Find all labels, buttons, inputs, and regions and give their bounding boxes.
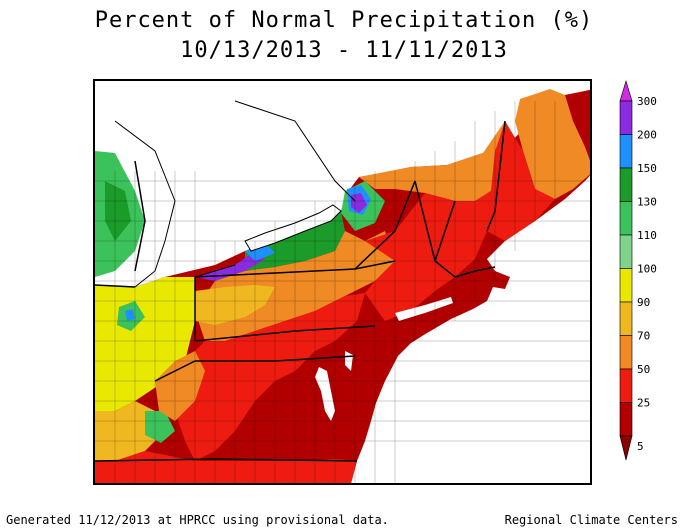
legend-label: 300 — [637, 95, 657, 108]
chesapeake-bay — [315, 367, 335, 421]
ohio-valley-orange — [155, 351, 205, 421]
map-title: Percent of Normal Precipitation (%) — [94, 8, 594, 33]
erie-purple — [195, 251, 265, 281]
southern-strip-red — [95, 451, 357, 483]
long-island — [399, 305, 457, 327]
atlantic-ocean — [351, 175, 590, 483]
precipitation-map — [93, 79, 592, 485]
legend-label: 5 — [637, 440, 644, 453]
legend-label: 50 — [637, 363, 650, 376]
legend-swatch — [619, 100, 633, 135]
legend-swatch — [619, 167, 633, 202]
canada-region — [95, 81, 590, 287]
footer-generated-note: Generated 11/12/2013 at HPRCC using prov… — [6, 513, 389, 527]
legend-label: 25 — [637, 397, 650, 410]
long-island-sound — [395, 297, 453, 321]
michigan-darkgreen — [105, 181, 131, 241]
ohio-blue-spot — [125, 309, 135, 321]
legend-swatch — [619, 301, 633, 336]
lake-outlines — [114, 100, 356, 288]
legend-swatch — [619, 201, 633, 236]
kentucky-green — [145, 411, 175, 443]
legend-label: 90 — [637, 296, 650, 309]
legend-swatch — [619, 402, 633, 437]
lake-ontario — [245, 205, 341, 251]
legend-label: 70 — [637, 330, 650, 343]
legend-label: 110 — [637, 229, 657, 242]
erie-blue — [245, 243, 275, 261]
maine-region — [515, 89, 590, 199]
footer-source: Regional Climate Centers — [504, 513, 678, 527]
legend-label: 100 — [637, 263, 657, 276]
legend-swatch — [619, 134, 633, 169]
legend-swatch — [619, 335, 633, 370]
legend-swatch — [619, 368, 633, 403]
county-lines — [95, 101, 590, 483]
legend-label: 200 — [637, 129, 657, 142]
legend-bottom-arrow — [619, 435, 633, 461]
legend-label: 150 — [637, 162, 657, 175]
legend-top-arrow — [619, 79, 633, 102]
legend-label: 130 — [637, 196, 657, 209]
legend-swatch — [619, 268, 633, 303]
legend-swatch — [619, 234, 633, 269]
color-legend: 300 200 150 130 110 100 90 70 50 25 5 — [619, 79, 657, 461]
hudson-red — [365, 191, 491, 321]
map-date-range: 10/13/2013 - 11/11/2013 — [180, 38, 508, 63]
